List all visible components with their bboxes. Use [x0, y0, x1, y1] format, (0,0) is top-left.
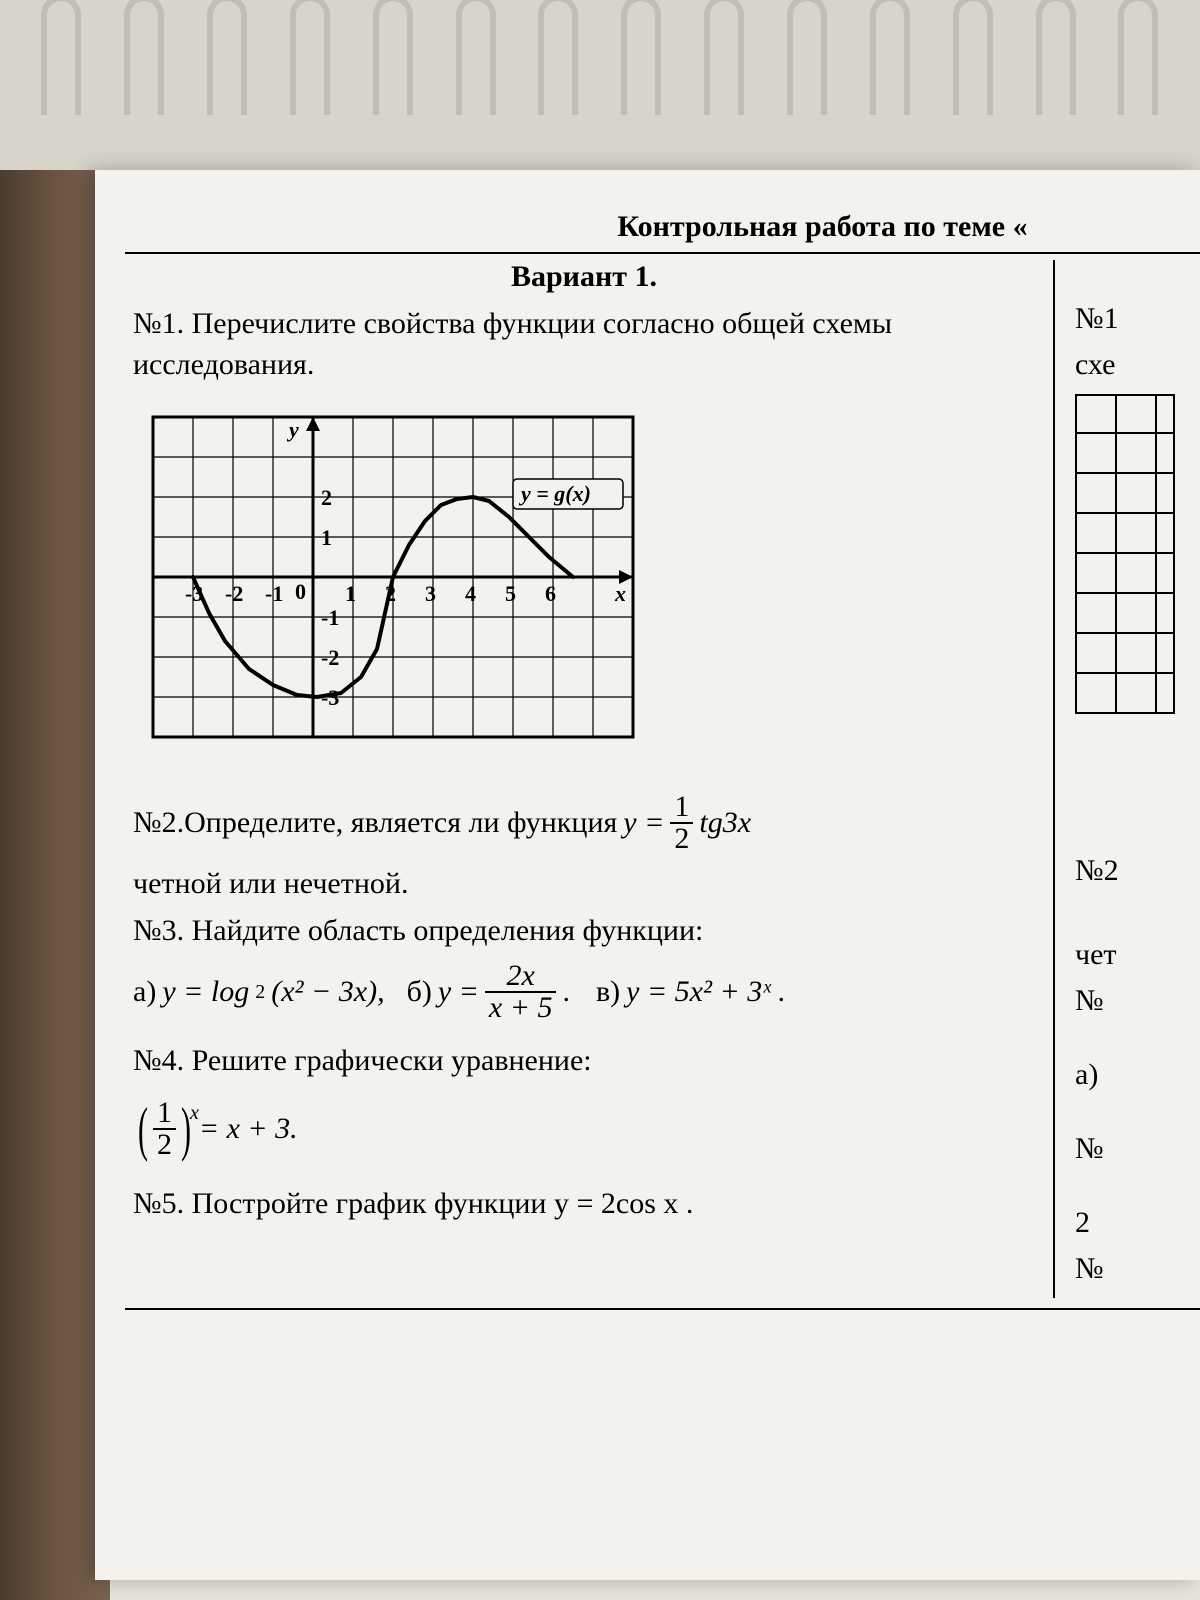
title-rule — [125, 252, 1200, 254]
side-l1: №1 — [1075, 302, 1200, 336]
side-l4: чет — [1075, 938, 1200, 972]
side-l9: № — [1075, 1252, 1200, 1286]
p3b-dot: . — [562, 975, 570, 1009]
svg-text:5: 5 — [505, 581, 516, 606]
p3b-fraction: 2x x + 5 — [485, 961, 557, 1023]
svg-text:x: x — [614, 581, 626, 606]
p2-rhs: tg3x — [699, 806, 751, 840]
p3a-label: а) — [133, 975, 156, 1009]
worksheet-page: Контрольная работа по теме « Вариант 1. … — [95, 170, 1200, 1580]
svg-text:-1: -1 — [321, 605, 339, 630]
problem-3-options: а) y = log 2 (x² − 3x), б) y = 2x x + 5 .… — [133, 961, 1035, 1023]
problem-1-graph: -3-2-10123456-3-2-112xyy = g(x) — [133, 397, 1035, 762]
side-l3: №2 — [1075, 854, 1200, 888]
problem-4-equation: ( 1 2 ) x = x + 3. — [133, 1098, 1035, 1160]
p3b-lhs: y = — [438, 975, 479, 1009]
side-column: №1 схе №2 чет № а) № 2 № — [1055, 260, 1200, 1298]
side-l8: 2 — [1075, 1206, 1200, 1240]
svg-text:y = g(x): y = g(x) — [518, 481, 591, 506]
rparen-icon: ) — [181, 1105, 191, 1153]
function-graph: -3-2-10123456-3-2-112xyy = g(x) — [133, 397, 653, 757]
variant-heading: Вариант 1. — [133, 260, 1035, 294]
bottom-rule — [125, 1308, 1200, 1310]
svg-text:1: 1 — [345, 581, 356, 606]
svg-text:6: 6 — [545, 581, 556, 606]
p3a-paren: (x² − 3x), — [271, 975, 384, 1009]
problem-5: №5. Постройте график функции y = 2cos x … — [133, 1184, 1035, 1225]
problem-4-title: №4. Решите графически уравнение: — [133, 1041, 1035, 1082]
p4-fraction: 1 2 — [153, 1098, 176, 1160]
problem-1-text: №1. Перечислите свойства функции согласн… — [133, 304, 1035, 385]
svg-text:2: 2 — [321, 485, 332, 510]
problem-2: №2.Определите, является ли функция y = 1… — [133, 792, 1035, 854]
p4-exp: x — [190, 1102, 199, 1125]
columns: Вариант 1. №1. Перечислите свойства функ… — [125, 260, 1200, 1298]
side-l2: схе — [1075, 348, 1200, 382]
p2-fraction: 1 2 — [670, 792, 693, 854]
svg-text:3: 3 — [425, 581, 436, 606]
side-l7: № — [1075, 1132, 1200, 1166]
side-l5: № — [1075, 984, 1200, 1018]
p4-rhs: = x + 3. — [199, 1112, 298, 1146]
p3c-label: в) — [596, 975, 620, 1009]
page-title: Контрольная работа по теме « — [125, 210, 1200, 244]
p2-prefix: №2.Определите, является ли функция — [133, 806, 617, 840]
p2-lhs: y = — [623, 806, 664, 840]
side-graph-fragment — [1075, 394, 1175, 714]
p3a-pre: y = log — [162, 975, 249, 1009]
lparen-icon: ( — [138, 1105, 148, 1153]
svg-text:-1: -1 — [265, 581, 283, 606]
spiral-binding — [0, 0, 1200, 170]
desk-edge — [0, 0, 110, 1600]
svg-text:-2: -2 — [225, 581, 243, 606]
p3a-sub: 2 — [255, 981, 265, 1004]
svg-text:4: 4 — [465, 581, 476, 606]
p3b-label: б) — [407, 975, 432, 1009]
p3c-expr: y = 5x² + 3ˣ . — [626, 975, 786, 1009]
main-column: Вариант 1. №1. Перечислите свойства функ… — [125, 260, 1055, 1298]
side-l6: а) — [1075, 1058, 1200, 1092]
p2-suffix: четной или нечетной. — [133, 864, 1035, 905]
svg-text:-2: -2 — [321, 645, 339, 670]
svg-text:1: 1 — [321, 525, 332, 550]
svg-text:0: 0 — [295, 579, 306, 604]
problem-3-title: №3. Найдите область определения функции: — [133, 911, 1035, 952]
